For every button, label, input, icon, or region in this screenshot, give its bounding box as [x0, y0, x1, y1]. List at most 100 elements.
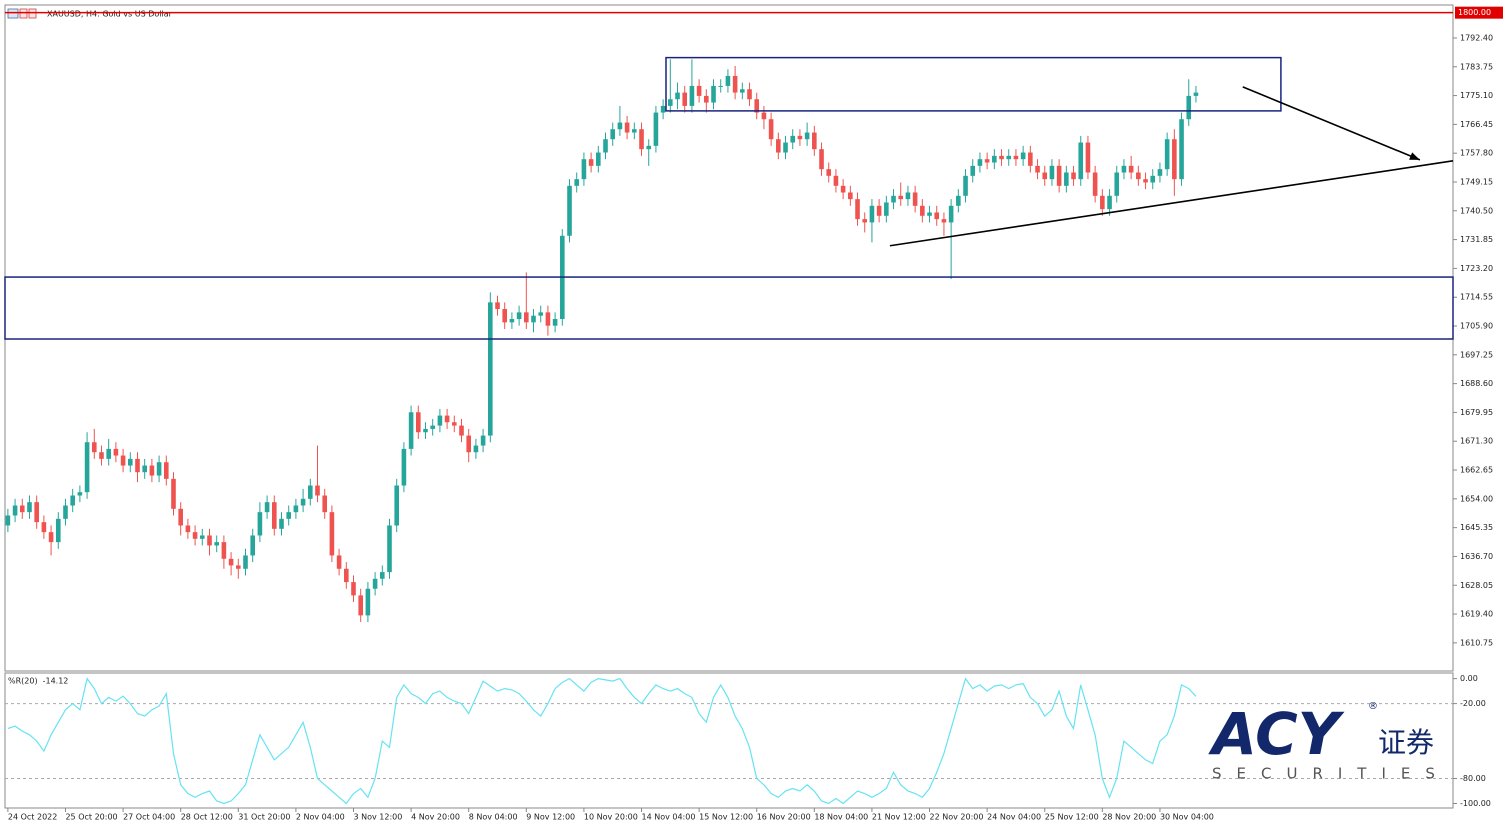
y-tick-label: 1766.45 — [1460, 120, 1493, 129]
candle-body — [516, 312, 522, 320]
candle-body — [653, 112, 659, 146]
candle-body — [639, 129, 644, 150]
candle-body — [1078, 142, 1084, 180]
x-tick-label: 24 Oct 2022 — [8, 813, 57, 822]
candle-body — [711, 85, 716, 103]
candle-body — [617, 122, 623, 130]
trendline — [889, 160, 1454, 247]
candle-body — [329, 512, 335, 556]
candle-body — [1056, 165, 1062, 186]
logo-registered: ® — [1368, 701, 1378, 712]
candle-body — [603, 139, 608, 153]
candle-body — [524, 312, 529, 323]
candle-body — [848, 192, 853, 200]
candle-body — [754, 99, 760, 113]
x-tick-label: 9 Nov 12:00 — [526, 813, 575, 822]
candle-body — [977, 159, 983, 166]
candle-body — [1121, 165, 1127, 173]
candle-body — [588, 159, 594, 166]
candle-body — [300, 498, 306, 506]
candle-body — [63, 505, 68, 519]
candle-body — [855, 199, 860, 220]
candle-body — [797, 135, 803, 140]
candle-body — [250, 535, 255, 556]
candle-body — [740, 89, 745, 93]
y-tick-label: 1723.20 — [1460, 264, 1493, 273]
candle-body — [459, 425, 464, 436]
candle-body — [163, 462, 169, 479]
y-tick-label: 1610.75 — [1460, 638, 1493, 647]
candle-body — [1150, 175, 1156, 183]
candle-body — [91, 442, 97, 453]
candle-body — [286, 512, 291, 519]
x-tick-label: 14 Nov 04:00 — [642, 813, 696, 822]
candle-body — [1006, 155, 1012, 160]
candle-body — [1085, 142, 1091, 173]
candle-body — [1107, 195, 1112, 210]
candle-body — [307, 485, 313, 499]
candle-body — [732, 75, 738, 93]
candle-body — [113, 448, 119, 456]
candle-body — [235, 565, 241, 569]
candle-body — [970, 165, 976, 176]
candle-body — [884, 202, 889, 216]
candle-body — [768, 119, 774, 140]
candle-body — [596, 152, 601, 166]
candle-body — [552, 319, 558, 326]
candle-body — [199, 535, 205, 539]
x-tick-label: 27 Oct 04:00 — [123, 813, 175, 822]
candle-body — [941, 219, 947, 223]
candle-body — [372, 578, 378, 589]
indicator-name: %R(20) — [8, 677, 38, 686]
candle-body — [963, 175, 968, 196]
candle-body — [905, 192, 911, 200]
candle-body — [488, 302, 493, 436]
candle-body — [912, 192, 918, 206]
y-tick-label: 1697.25 — [1460, 350, 1493, 359]
x-tick-label: 8 Nov 04:00 — [469, 813, 518, 822]
candle-body — [365, 588, 371, 616]
header-icon — [7, 8, 37, 19]
candle-body — [761, 112, 767, 120]
candle-body — [776, 139, 781, 153]
candle-body — [192, 532, 198, 539]
y-tick-label: 0.00 — [1460, 674, 1478, 683]
arrow-line — [1242, 86, 1421, 161]
x-tick-label: 25 Nov 12:00 — [1045, 813, 1099, 822]
candle-body — [135, 458, 140, 473]
candle-body — [747, 89, 752, 100]
candle-body — [819, 149, 824, 170]
x-tick-label: 25 Oct 20:00 — [65, 813, 117, 822]
candle-body — [948, 205, 954, 223]
candle-body — [380, 572, 385, 579]
candle-body — [27, 502, 32, 513]
arrow-head — [1409, 152, 1420, 160]
y-tick-label: 1688.60 — [1460, 379, 1493, 388]
candle-body — [934, 212, 940, 220]
x-tick-label: 31 Oct 20:00 — [238, 813, 290, 822]
candle-body — [264, 502, 270, 513]
candle-body — [632, 129, 637, 133]
x-tick-label: 18 Nov 04:00 — [814, 813, 868, 822]
y-tick-label: 1740.50 — [1460, 206, 1493, 215]
candle-body — [387, 525, 392, 573]
candle-body — [999, 155, 1004, 160]
candle-body — [1042, 172, 1048, 180]
candle-body — [1064, 172, 1069, 186]
candle-body — [351, 582, 356, 596]
candle-body — [322, 495, 327, 513]
candle-body — [452, 422, 457, 426]
y-tick-label: 1783.75 — [1460, 62, 1493, 71]
candle-body — [315, 485, 320, 496]
candle-body — [898, 195, 904, 200]
candle-body — [675, 92, 680, 100]
x-tick-label: 10 Nov 20:00 — [584, 813, 638, 822]
candle-body — [480, 435, 486, 446]
candle-body — [682, 92, 688, 106]
candle-body — [1172, 139, 1177, 180]
candle-body — [171, 478, 176, 509]
candle-body — [660, 105, 666, 113]
x-tick-label: 30 Nov 04:00 — [1160, 813, 1214, 822]
candle-body — [1100, 195, 1105, 210]
